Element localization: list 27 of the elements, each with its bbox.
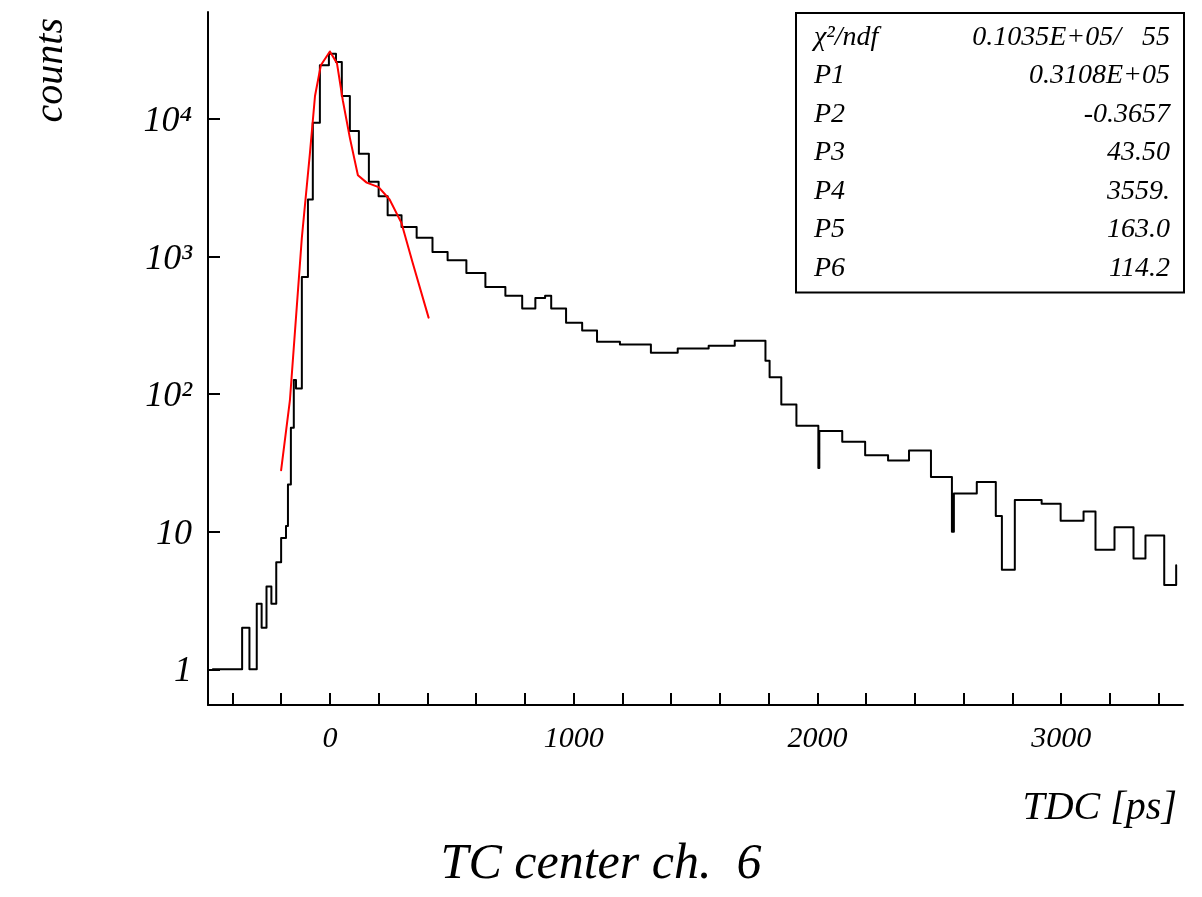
y-tick-label: 10⁴ [143, 99, 192, 140]
y-tick-label: 10 [156, 511, 192, 552]
annotation: P2 [813, 96, 846, 128]
annotation: 0.3108E+05 [1029, 58, 1170, 89]
annotation: χ²/ndf [811, 19, 882, 51]
text: TC center ch. 6 [440, 833, 762, 889]
line-series [280, 50, 430, 472]
x-tick-label: 1000 [543, 719, 604, 753]
annotation: 114.2 [1109, 250, 1170, 282]
annotation: 163.0 [1107, 212, 1170, 243]
annotation: 0.1035E+05/ 55 [972, 19, 1170, 51]
x-tick-label: 3000 [1030, 719, 1092, 753]
x-tick-label: 0 [322, 719, 338, 753]
x-tick-label: 2000 [787, 719, 848, 753]
y-tick-label: 1 [174, 649, 192, 690]
annotation: P3 [813, 135, 846, 166]
x-axis-title: TDC [ps] [1022, 782, 1177, 828]
annotation: P4 [813, 173, 846, 205]
y-tick-label: 10² [145, 374, 194, 415]
annotation: P6 [813, 250, 846, 282]
annotation: P1 [813, 58, 846, 89]
y-axis-title: counts [25, 18, 71, 123]
annotation: P5 [813, 212, 846, 243]
annotation: 3559. [1106, 173, 1170, 205]
y-tick-label: 10³ [145, 236, 194, 277]
annotation: 43.50 [1107, 135, 1170, 166]
annotation: -0.3657 [1083, 96, 1171, 128]
